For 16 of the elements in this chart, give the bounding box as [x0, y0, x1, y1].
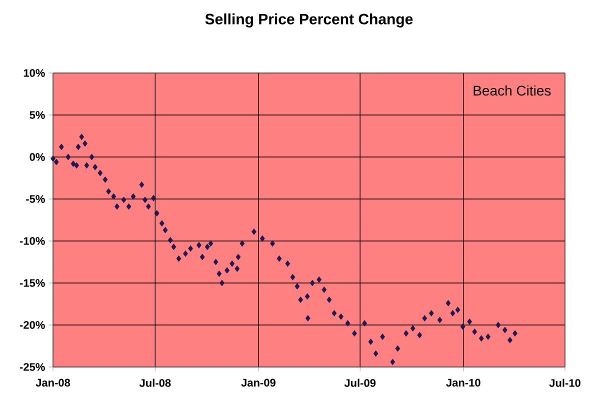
y-tick-label: -15%: [20, 279, 45, 287]
x-tick-label: Jan-08: [36, 378, 70, 387]
y-tick-label: -5%: [26, 195, 45, 203]
x-tick-label: Jul-08: [139, 378, 171, 387]
x-tick-label: Jul-10: [549, 378, 580, 387]
y-tick-label: 10%: [24, 69, 45, 77]
annotation: Beach Cities: [474, 85, 551, 96]
x-tick-label: Jan-09: [241, 378, 276, 387]
y-tick-label: 5%: [30, 111, 45, 119]
x-tick-label: Jan-10: [446, 378, 480, 387]
y-tick-label: -10%: [20, 237, 45, 245]
x-tick-label: Jul-09: [344, 378, 376, 387]
y-tick-label: -25%: [20, 363, 45, 371]
chart-title: Selling Price Percent Change: [205, 13, 413, 28]
y-tick-label: 0%: [30, 153, 45, 161]
y-tick-label: -20%: [20, 321, 45, 329]
